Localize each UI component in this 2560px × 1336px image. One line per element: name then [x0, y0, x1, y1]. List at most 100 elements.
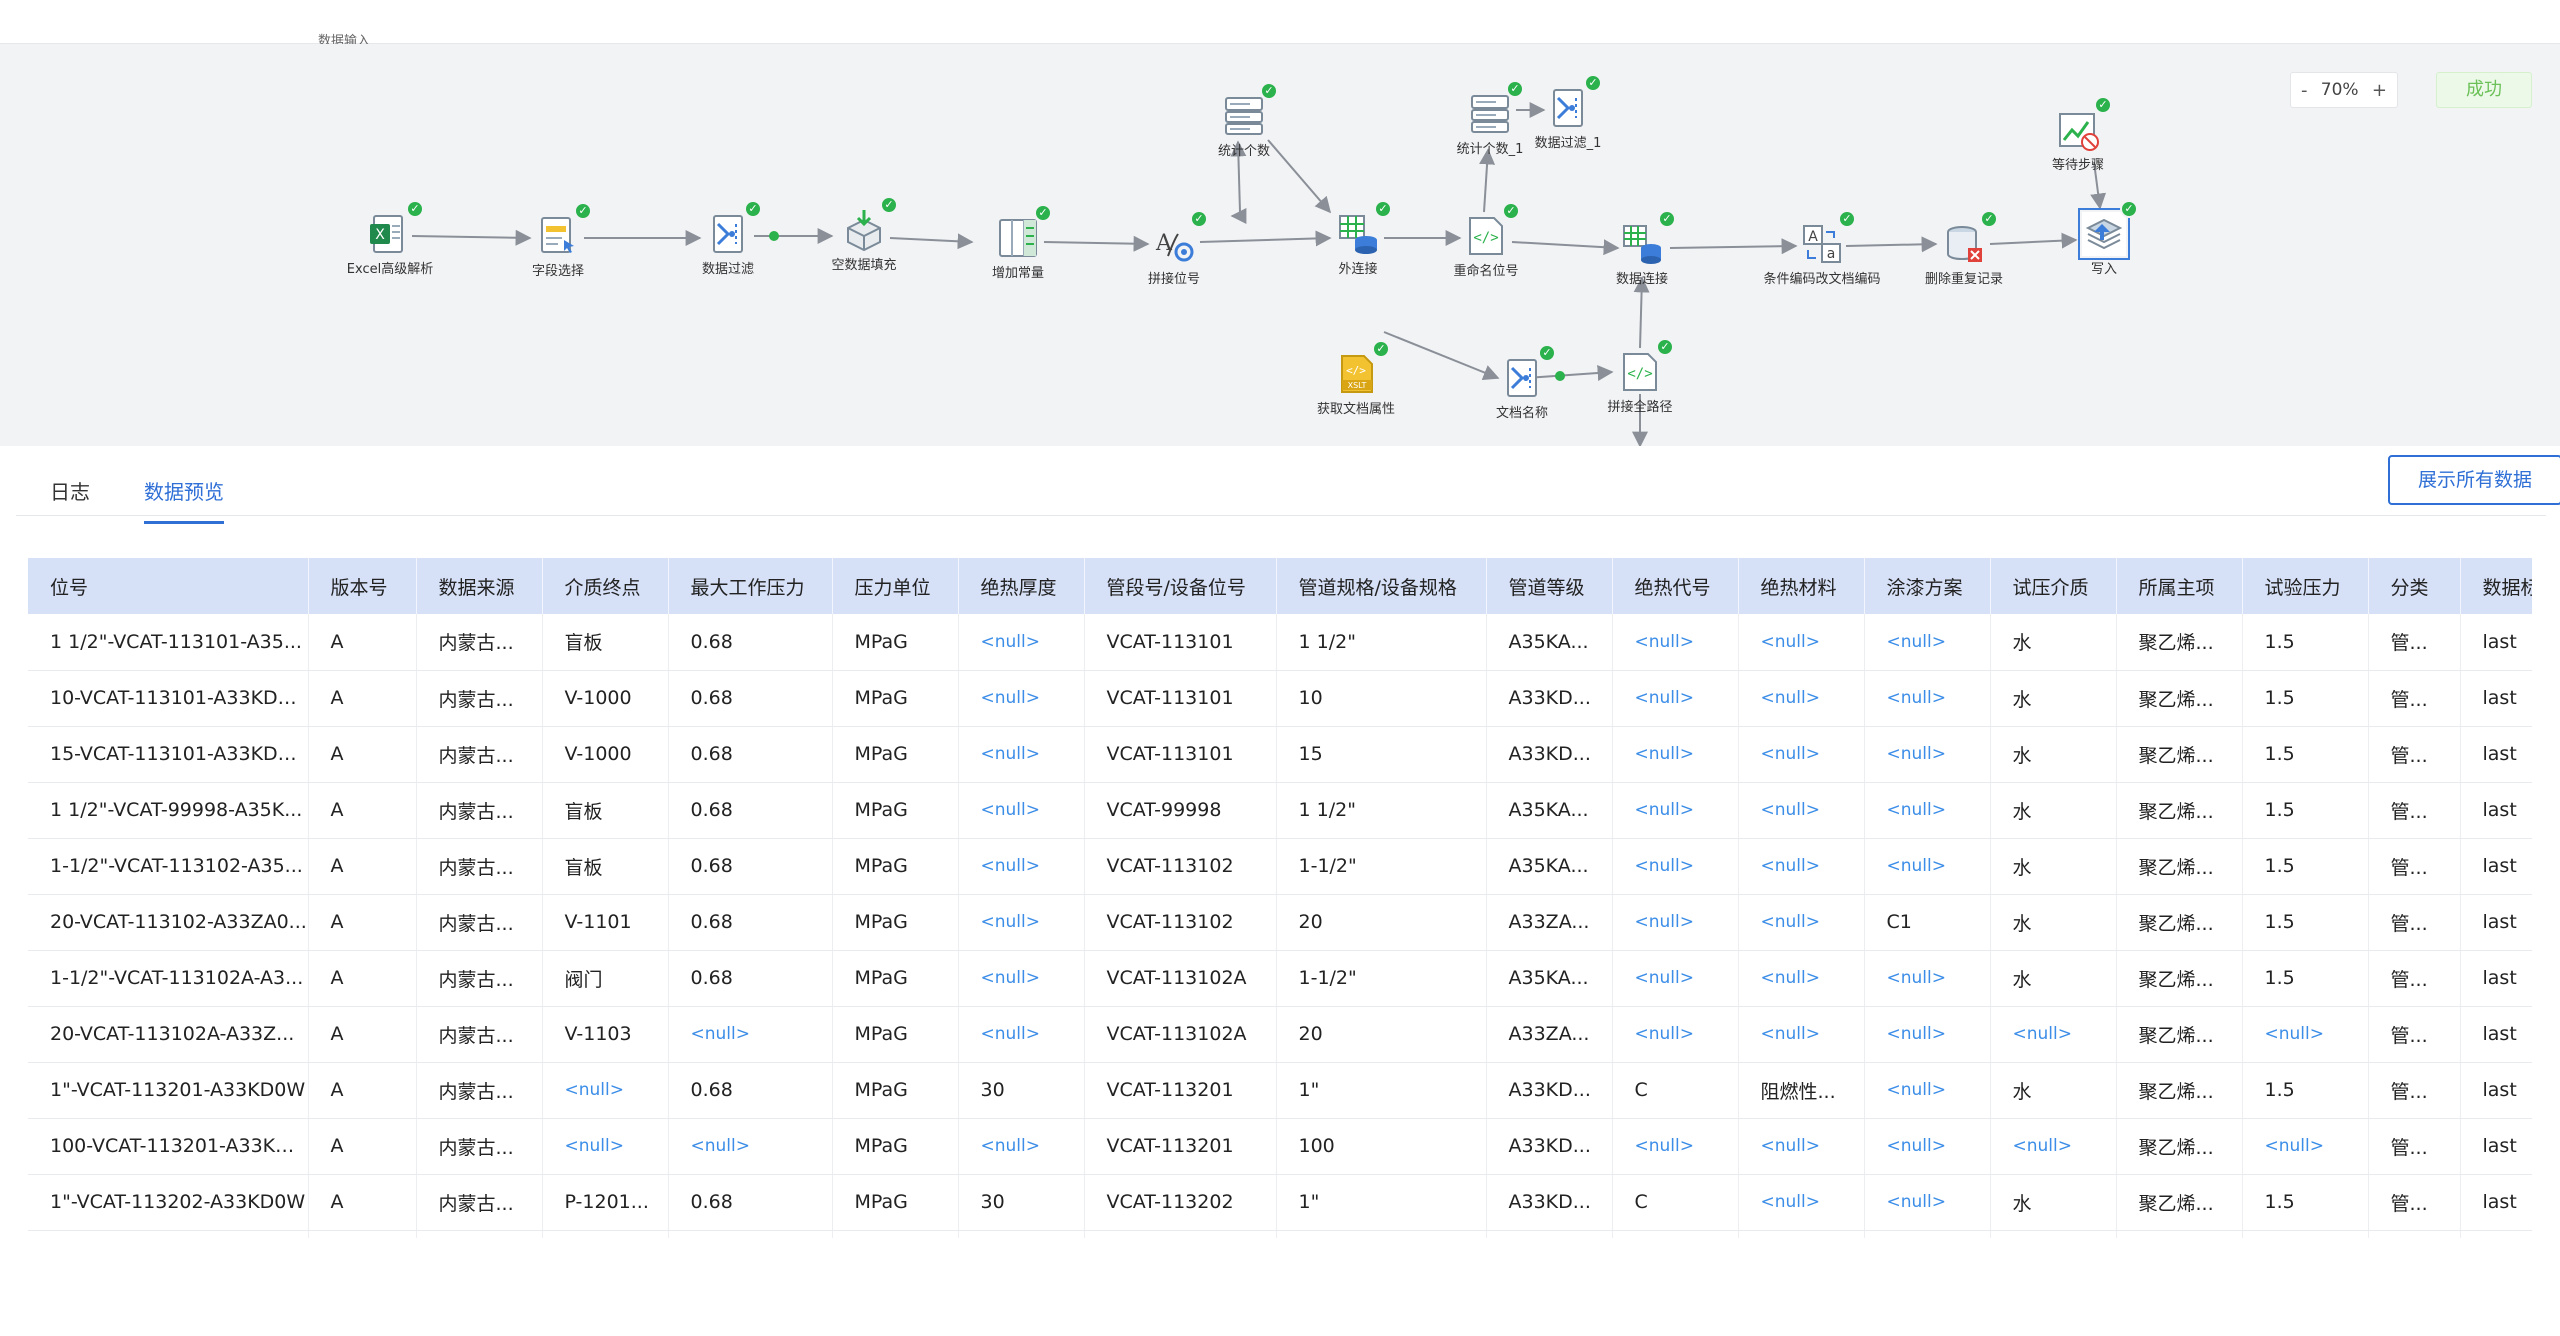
column-header[interactable]: 所属主项: [2116, 558, 2243, 614]
table-cell: 20: [1276, 894, 1487, 951]
column-header[interactable]: 最大工作压力: [668, 558, 833, 614]
table-cell: last: [2460, 782, 2532, 839]
table-row[interactable]: 20-VCAT-113102A-A33Z... A 内蒙古... V-1103 <nul…: [28, 1006, 2532, 1063]
column-header[interactable]: 试验压力: [2242, 558, 2369, 614]
column-header[interactable]: 版本号: [308, 558, 417, 614]
column-header[interactable]: 绝热代号: [1612, 558, 1739, 614]
svg-text:</>: </>: [1627, 366, 1652, 382]
column-header[interactable]: 试压介质: [1990, 558, 2117, 614]
data-table-container[interactable]: 位号 版本号 数据来源 介质终点 最大工作压力 压力单位 绝热厚度 管段号/设备位号 管道规格/…: [28, 558, 2532, 1238]
edge: [889, 233, 974, 250]
column-header[interactable]: 压力单位: [832, 558, 959, 614]
table-cell: 管...: [2368, 1230, 2461, 1238]
column-header[interactable]: 绝热材料: [1738, 558, 1865, 614]
column-header[interactable]: 绝热厚度: [958, 558, 1085, 614]
count-icon: ✓: [1222, 82, 1278, 138]
table-cell: 1 1/2": [1276, 782, 1487, 839]
table-cell: 聚乙烯...: [2116, 838, 2243, 895]
column-header[interactable]: 管道等级: [1486, 558, 1613, 614]
show-all-data-button[interactable]: 展示所有数据: [2388, 455, 2560, 505]
table-cell: last: [2460, 950, 2532, 1007]
column-header[interactable]: 数据来源: [416, 558, 543, 614]
node-label: 统计个数_1: [1456, 142, 1524, 157]
column-header[interactable]: 管道规格/设备规格: [1276, 558, 1487, 614]
table-row[interactable]: 1"-VCAT-113201-A33KD0W A 内蒙古... <null> 0.68 M…: [28, 1062, 2532, 1119]
node-add-constant[interactable]: ✓ 增加常量: [928, 204, 1108, 281]
column-header[interactable]: 分类: [2368, 558, 2461, 614]
table-cell: 1"-VCAT-113202-A33KD0W: [28, 1174, 309, 1231]
table-cell: HPHX-...: [542, 1230, 669, 1238]
column-header[interactable]: 涂漆方案: [1864, 558, 1991, 614]
node-concat-path[interactable]: </> ✓ 拼接全路径: [1550, 338, 1730, 415]
table-cell: <null>: [1864, 1062, 1991, 1119]
node-xslt[interactable]: </> XSLT ✓ 获取文档属性: [1266, 340, 1446, 417]
count-icon: ✓: [1468, 80, 1524, 136]
table-cell: VCAT-113101: [1084, 726, 1277, 783]
table-row[interactable]: 1 1/2"-VCAT-99998-A35K... A 内蒙古... 盲板 0.68 MP…: [28, 782, 2532, 839]
node-wait[interactable]: ✓ 等待步骤: [1988, 96, 2168, 173]
table-cell: 1.5: [2242, 614, 2369, 671]
node-docname[interactable]: ✓ 文档名称: [1432, 344, 1612, 421]
column-header[interactable]: 数据标: [2460, 558, 2532, 614]
table-row[interactable]: 1-1/2"-VCAT-113102-A35... A 内蒙古... 盲板 0.68 MP…: [28, 838, 2532, 895]
table-cell: 水: [1990, 1062, 2117, 1119]
table-cell: <null>: [1738, 1174, 1865, 1231]
data-preview-table: 位号 版本号 数据来源 介质终点 最大工作压力 压力单位 绝热厚度 管段号/设备位号 管道规格/…: [28, 558, 2532, 1238]
node-outer-join[interactable]: ✓ 外连接: [1268, 200, 1448, 277]
table-cell: 管...: [2368, 1118, 2461, 1175]
table-cell: 1.5: [2242, 1062, 2369, 1119]
node-write[interactable]: ✓ 写入: [2014, 200, 2194, 277]
field-select-icon: ✓: [536, 202, 592, 258]
node-excel[interactable]: X ✓ Excel高级解析: [300, 200, 480, 277]
add-constant-icon: ✓: [996, 204, 1052, 260]
table-cell: 0.68: [668, 782, 833, 839]
table-cell: 3.75: [2242, 1230, 2369, 1238]
flow-canvas[interactable]: [0, 44, 2560, 446]
node-label: Excel高级解析: [346, 262, 434, 277]
node-dedup[interactable]: ✓ 删除重复记录: [1874, 210, 2054, 287]
table-cell: <null>: [668, 1006, 833, 1063]
tab-data-preview[interactable]: 数据预览: [144, 476, 224, 524]
node-data-join[interactable]: ✓ 数据连接: [1552, 210, 1732, 287]
node-label: 删除重复记录: [1924, 272, 2003, 287]
node-count[interactable]: ✓ 统计个数: [1154, 82, 1334, 159]
table-row[interactable]: 15-VCAT-113101-A33KD0... A 内蒙古... V-1000 0.6…: [28, 726, 2532, 783]
column-header[interactable]: 位号: [28, 558, 309, 614]
table-cell: 管...: [2368, 1062, 2461, 1119]
node-filter-1[interactable]: ✓ 数据过滤_1: [1478, 74, 1658, 151]
node-field-select[interactable]: ✓ 字段选择: [468, 202, 648, 279]
table-row[interactable]: 1/8"-VCAT-113203-B33K...A内蒙古...HPHX-...<…: [28, 1230, 2532, 1238]
table-cell: last: [2460, 1230, 2532, 1238]
table-row[interactable]: 1-1/2"-VCAT-113102A-A3... A 内蒙古... 阀门 0.68 MP…: [28, 950, 2532, 1007]
tab-log[interactable]: 日志: [50, 480, 90, 504]
table-row[interactable]: 100-VCAT-113201-A33KD... A 内蒙古... <null> <nu…: [28, 1118, 2532, 1175]
table-cell: 阻燃性...: [1738, 1062, 1865, 1119]
table-cell: 盲板: [542, 614, 669, 671]
svg-text:</>: </>: [1473, 230, 1498, 246]
table-row[interactable]: 1"-VCAT-113202-A33KD0W A 内蒙古... P-1201... 0.…: [28, 1174, 2532, 1231]
table-cell: <null>: [1612, 1118, 1739, 1175]
table-row[interactable]: 10-VCAT-113101-A33KD0... A 内蒙古... V-1000 0.6…: [28, 670, 2532, 727]
zoom-in-button[interactable]: +: [2371, 79, 2387, 101]
edge: [411, 229, 532, 246]
node-concat[interactable]: A ✓ 拼接位号: [1084, 210, 1264, 287]
table-cell: 聚乙烯...: [2116, 950, 2243, 1007]
table-row[interactable]: 1 1/2"-VCAT-113101-A35... A 内蒙古... 盲板 0.68 MP…: [28, 614, 2532, 671]
table-cell: A: [308, 1230, 417, 1238]
table-cell: <null>: [1738, 894, 1865, 951]
column-header[interactable]: 介质终点: [542, 558, 669, 614]
node-filter[interactable]: ✓ 数据过滤: [638, 200, 818, 277]
table-cell: MPaG: [832, 614, 959, 671]
excel-icon: X ✓: [368, 200, 424, 256]
table-cell: 1": [1276, 1174, 1487, 1231]
node-count-1[interactable]: ✓ 统计个数_1: [1400, 80, 1580, 157]
node-rename[interactable]: </> ✓ 重命名位号: [1396, 202, 1576, 279]
zoom-out-button[interactable]: -: [2301, 79, 2308, 101]
table-cell: <null>: [1864, 1006, 1991, 1063]
tab-bar: 日志 数据预览 展示所有数据: [16, 446, 2560, 524]
table-row[interactable]: 20-VCAT-113102-A33ZA0... A 内蒙古... V-1101 0.6…: [28, 894, 2532, 951]
column-header[interactable]: 管段号/设备位号: [1084, 558, 1277, 614]
table-cell: 20-VCAT-113102-A33ZA0...: [28, 894, 309, 951]
node-fill-empty[interactable]: ✓ 空数据填充: [774, 196, 954, 273]
